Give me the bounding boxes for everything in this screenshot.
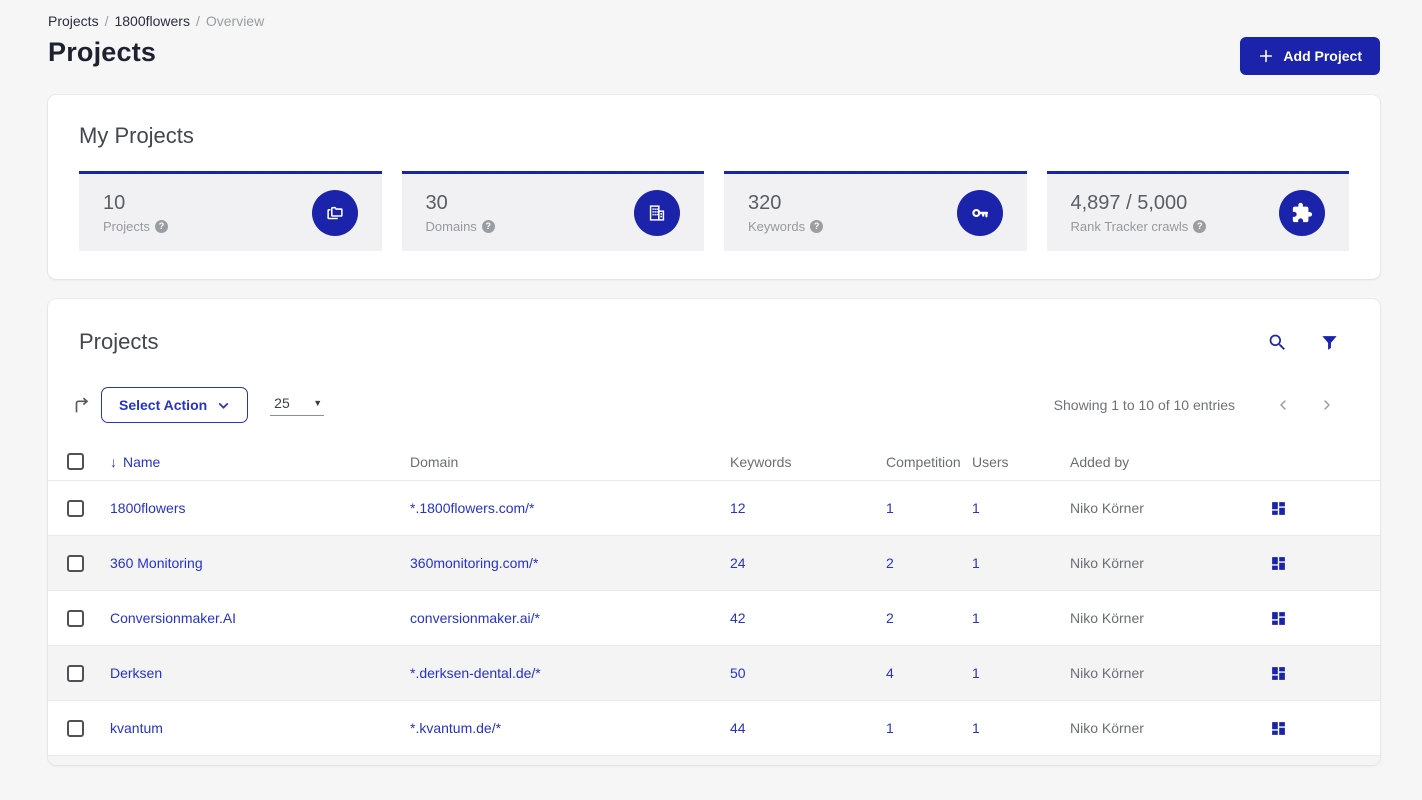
project-domain-link[interactable]: *.kvantum.de/* — [410, 720, 502, 736]
table-body: 1800flowers *.1800flowers.com/* 12 1 1 N… — [48, 480, 1380, 765]
competition-count-link[interactable]: 4 — [886, 665, 894, 681]
plus-icon — [1258, 48, 1274, 64]
showing-entries-text: Showing 1 to 10 of 10 entries — [1053, 397, 1235, 413]
select-action-dropdown[interactable]: Select Action — [101, 387, 249, 423]
row-checkbox[interactable] — [67, 554, 84, 572]
chevron-down-icon — [217, 399, 230, 412]
breadcrumb-separator: / — [195, 13, 200, 29]
row-checkbox[interactable] — [67, 719, 84, 737]
table-row: Derksen *.derksen-dental.de/* 50 4 1 Nik… — [48, 645, 1380, 700]
keywords-count: 320 — [748, 191, 782, 214]
breadcrumb-separator: / — [104, 13, 109, 29]
column-header-domain[interactable]: Domain — [410, 453, 459, 470]
added-by-text: Niko Körner — [1070, 665, 1144, 681]
dashboard-grid-icon[interactable] — [1270, 555, 1287, 572]
search-icon[interactable] — [1267, 332, 1288, 353]
project-domain-link[interactable]: conversionmaker.ai/* — [410, 610, 540, 626]
users-count-link[interactable]: 1 — [972, 610, 980, 626]
row-checkbox[interactable] — [67, 609, 84, 627]
crawls-puzzle-icon — [1279, 189, 1325, 236]
breadcrumb-projects[interactable]: Projects — [48, 13, 99, 29]
help-icon[interactable]: ? — [1193, 219, 1207, 233]
column-header-name[interactable]: ↓ Name — [110, 453, 161, 470]
pagination-prev-icon[interactable] — [1261, 397, 1305, 413]
keywords-count-link[interactable]: 44 — [730, 720, 746, 736]
project-domain-link[interactable]: 360monitoring.com/* — [410, 555, 539, 571]
project-name-link[interactable]: Conversionmaker.AI — [110, 610, 237, 626]
project-domain-link[interactable]: *.derksen-dental.de/* — [410, 665, 541, 681]
project-name-link[interactable]: Derksen — [110, 665, 163, 681]
table-row: 360 Monitoring 360monitoring.com/* 24 2 … — [48, 535, 1380, 590]
select-all-checkbox[interactable] — [67, 453, 84, 470]
project-name-link[interactable]: 360 Monitoring — [110, 555, 203, 571]
dashboard-grid-icon[interactable] — [1270, 610, 1287, 627]
projects-table: ↓ Name Domain Keywords Competition Users… — [48, 443, 1380, 765]
projects-table-card: Projects — [48, 299, 1380, 765]
column-header-competition[interactable]: Competition — [886, 453, 961, 470]
project-name-link[interactable]: 1800flowers — [110, 500, 186, 516]
stat-card-domains: 30 Domains ? — [401, 171, 704, 251]
help-icon[interactable]: ? — [481, 219, 495, 233]
breadcrumb-1800flowers[interactable]: 1800flowers — [114, 13, 190, 29]
filter-icon[interactable] — [1320, 333, 1339, 352]
stat-card-projects: 10 Projects ? — [79, 171, 382, 251]
competition-count-link[interactable]: 1 — [886, 500, 894, 516]
table-row-partial — [48, 755, 1380, 765]
added-by-text: Niko Körner — [1070, 555, 1144, 571]
competition-count-link[interactable]: 2 — [886, 555, 894, 571]
table-row: 1800flowers *.1800flowers.com/* 12 1 1 N… — [48, 480, 1380, 535]
page-title: Projects — [48, 37, 157, 67]
move-arrow-icon[interactable] — [71, 394, 93, 416]
keywords-count-link[interactable]: 42 — [730, 610, 746, 626]
stat-card-keywords: 320 Keywords ? — [724, 171, 1027, 251]
project-name-link[interactable]: kvantum — [110, 720, 163, 736]
users-count-link[interactable]: 1 — [972, 665, 980, 681]
stat-card-crawls: 4,897 / 5,000 Rank Tracker crawls ? — [1046, 171, 1349, 251]
add-project-button[interactable]: Add Project — [1240, 37, 1380, 75]
domains-building-icon — [634, 189, 680, 236]
row-checkbox[interactable] — [67, 499, 84, 517]
help-icon[interactable]: ? — [810, 219, 824, 233]
page-size-select[interactable]: 25 ▼ — [270, 395, 325, 416]
table-row: kvantum *.kvantum.de/* 44 1 1 Niko Körne… — [48, 700, 1380, 755]
help-icon[interactable]: ? — [154, 219, 168, 233]
dashboard-grid-icon[interactable] — [1270, 665, 1287, 682]
dashboard-grid-icon[interactable] — [1270, 720, 1287, 737]
my-projects-card: My Projects 10 Projects ? — [48, 95, 1380, 279]
users-count-link[interactable]: 1 — [972, 500, 980, 516]
my-projects-title: My Projects — [79, 123, 194, 148]
crawls-count: 4,897 / 5,000 — [1070, 191, 1188, 214]
breadcrumb-overview: Overview — [205, 13, 265, 29]
row-checkbox[interactable] — [67, 664, 84, 682]
added-by-text: Niko Körner — [1070, 720, 1144, 736]
competition-count-link[interactable]: 2 — [886, 610, 894, 626]
column-header-keywords[interactable]: Keywords — [730, 453, 792, 470]
table-row: Conversionmaker.AI conversionmaker.ai/* … — [48, 590, 1380, 645]
pagination-next-icon[interactable] — [1305, 397, 1349, 413]
projects-folders-icon — [311, 189, 358, 236]
added-by-text: Niko Körner — [1070, 610, 1144, 626]
breadcrumb: Projects / 1800flowers / Overview — [48, 13, 1380, 29]
column-header-added-by[interactable]: Added by — [1070, 453, 1130, 470]
keywords-count-link[interactable]: 12 — [730, 500, 746, 516]
dashboard-grid-icon[interactable] — [1270, 500, 1287, 517]
keywords-count-link[interactable]: 24 — [730, 555, 746, 571]
column-header-users[interactable]: Users — [972, 453, 1009, 470]
projects-count: 10 — [103, 191, 126, 214]
keywords-key-icon — [956, 189, 1003, 236]
table-header-row: ↓ Name Domain Keywords Competition Users… — [48, 443, 1380, 480]
project-domain-link[interactable]: *.1800flowers.com/* — [410, 500, 535, 516]
competition-count-link[interactable]: 1 — [886, 720, 894, 736]
added-by-text: Niko Körner — [1070, 500, 1144, 516]
select-triangle-icon: ▼ — [313, 397, 323, 408]
domains-count: 30 — [425, 191, 448, 214]
keywords-count-link[interactable]: 50 — [730, 665, 746, 681]
users-count-link[interactable]: 1 — [972, 720, 980, 736]
users-count-link[interactable]: 1 — [972, 555, 980, 571]
projects-panel-title: Projects — [79, 329, 159, 354]
sort-descending-icon: ↓ — [110, 453, 117, 470]
